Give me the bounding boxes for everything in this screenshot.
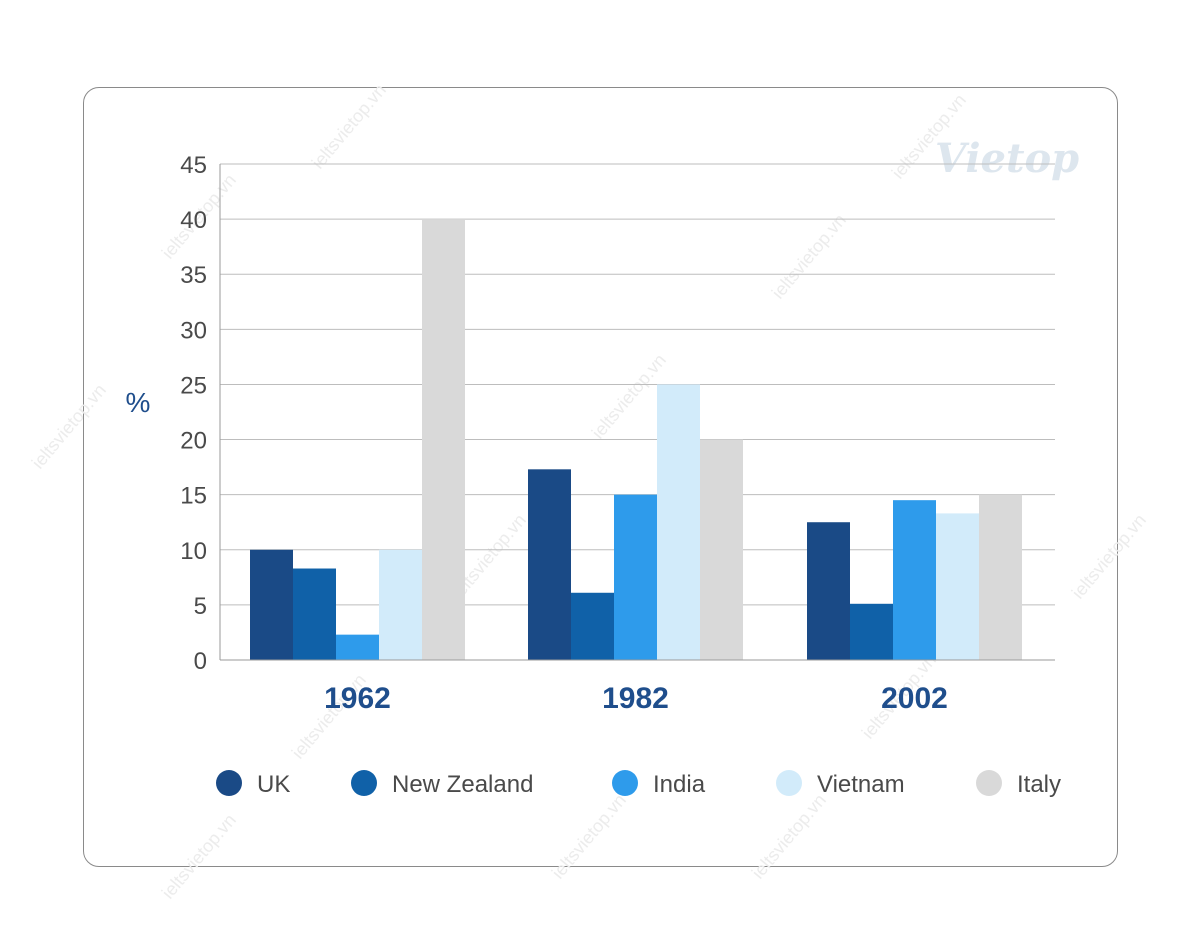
bar-india-2002 (893, 500, 936, 660)
watermark-text: ieltsvietop.vn (1068, 510, 1150, 603)
vietop-logo: Vietop (935, 135, 1079, 182)
y-tick-label: 0 (194, 648, 207, 675)
legend: UK New Zealand India Vietnam Italy (216, 770, 1061, 798)
x-category-label: 2002 (881, 682, 948, 715)
watermark-text: ieltsvietop.vn (308, 80, 390, 173)
bar-india-1982 (614, 494, 657, 660)
bar-vietnam-1982 (657, 384, 700, 660)
bar-uk-1962 (250, 549, 293, 660)
watermark-text: ieltsvietop.vn (158, 810, 240, 903)
y-tick-label: 20 (180, 428, 207, 455)
bar-uk-2002 (807, 522, 850, 660)
legend-label: New Zealand (392, 771, 533, 798)
legend-label: Italy (1017, 771, 1061, 798)
x-category-label: 1982 (602, 682, 669, 715)
bar-uk-1982 (528, 469, 571, 660)
bar-new-zealand-2002 (850, 603, 893, 660)
bar-new-zealand-1982 (571, 592, 614, 660)
bar-vietnam-2002 (936, 513, 979, 660)
bar-italy-1962 (422, 219, 465, 660)
bar-italy-1982 (700, 439, 743, 660)
watermark-text: ieltsvietop.vn (748, 790, 830, 883)
y-tick-label: 5 (194, 593, 207, 620)
y-axis-label: % (126, 387, 151, 418)
bar-italy-2002 (979, 494, 1022, 660)
legend-label: India (653, 771, 706, 798)
bar-vietnam-1962 (379, 549, 422, 660)
x-axis-categories: 1962 1982 2002 (324, 682, 948, 715)
y-tick-label: 30 (180, 317, 207, 344)
legend-swatch (351, 770, 377, 796)
y-tick-label: 35 (180, 262, 207, 289)
legend-label: UK (257, 771, 290, 798)
x-category-label: 1962 (324, 682, 391, 715)
y-axis-ticks: 0 5 10 15 20 25 30 35 40 45 (180, 152, 207, 675)
y-tick-label: 40 (180, 207, 207, 234)
watermark-text: ieltsvietop.vn (548, 790, 630, 883)
legend-swatch (216, 770, 242, 796)
legend-swatch (776, 770, 802, 796)
chart-card (83, 87, 1118, 867)
watermark-text: ieltsvietop.vn (28, 380, 110, 473)
y-tick-label: 25 (180, 372, 207, 399)
legend-label: Vietnam (817, 771, 905, 798)
y-tick-label: 15 (180, 483, 207, 510)
y-tick-label: 10 (180, 538, 207, 565)
legend-swatch (612, 770, 638, 796)
bars (250, 219, 1022, 660)
watermark-text: ieltsvietop.vn (768, 210, 850, 303)
y-tick-label: 45 (180, 152, 207, 179)
bar-new-zealand-1962 (293, 568, 336, 660)
bar-india-1962 (336, 634, 379, 660)
legend-swatch (976, 770, 1002, 796)
